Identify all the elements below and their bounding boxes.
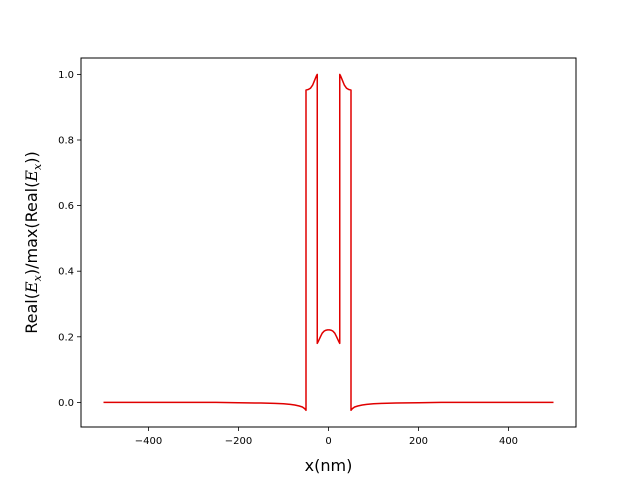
x-tick-label: 0 [325, 436, 331, 447]
x-axis-label: x(nm) [305, 456, 353, 475]
plot-area [103, 73, 554, 412]
x-axis-ticks: −400 −200 0 200 400 [135, 427, 518, 447]
x-tick-label: 200 [409, 436, 428, 447]
y-axis-label-part: E [22, 170, 41, 183]
x-tick-label: −400 [135, 436, 162, 447]
y-tick-label: 0.8 [58, 136, 74, 147]
y-tick-label: 1.0 [58, 70, 74, 81]
y-axis-label-part: )) [22, 151, 41, 163]
y-axis-label-part: x [31, 274, 44, 281]
y-tick-label: 0.0 [58, 398, 74, 409]
y-axis-label-part: Real( [22, 293, 41, 334]
y-tick-label: 0.2 [58, 332, 74, 343]
y-tick-label: 0.6 [58, 201, 74, 212]
x-tick-label: −200 [225, 436, 252, 447]
series-line [103, 73, 554, 412]
x-tick-label: 400 [499, 436, 518, 447]
y-axis-label: Real(Ex)/max(Real(Ex)) [22, 151, 44, 334]
y-axis-label-part: x [31, 163, 44, 170]
y-axis-ticks: 0.0 0.2 0.4 0.6 0.8 1.0 [58, 70, 81, 409]
y-tick-label: 0.4 [58, 267, 74, 278]
y-axis-label-part: )/max(Real( [22, 182, 41, 275]
y-axis-label-part: E [22, 281, 41, 294]
